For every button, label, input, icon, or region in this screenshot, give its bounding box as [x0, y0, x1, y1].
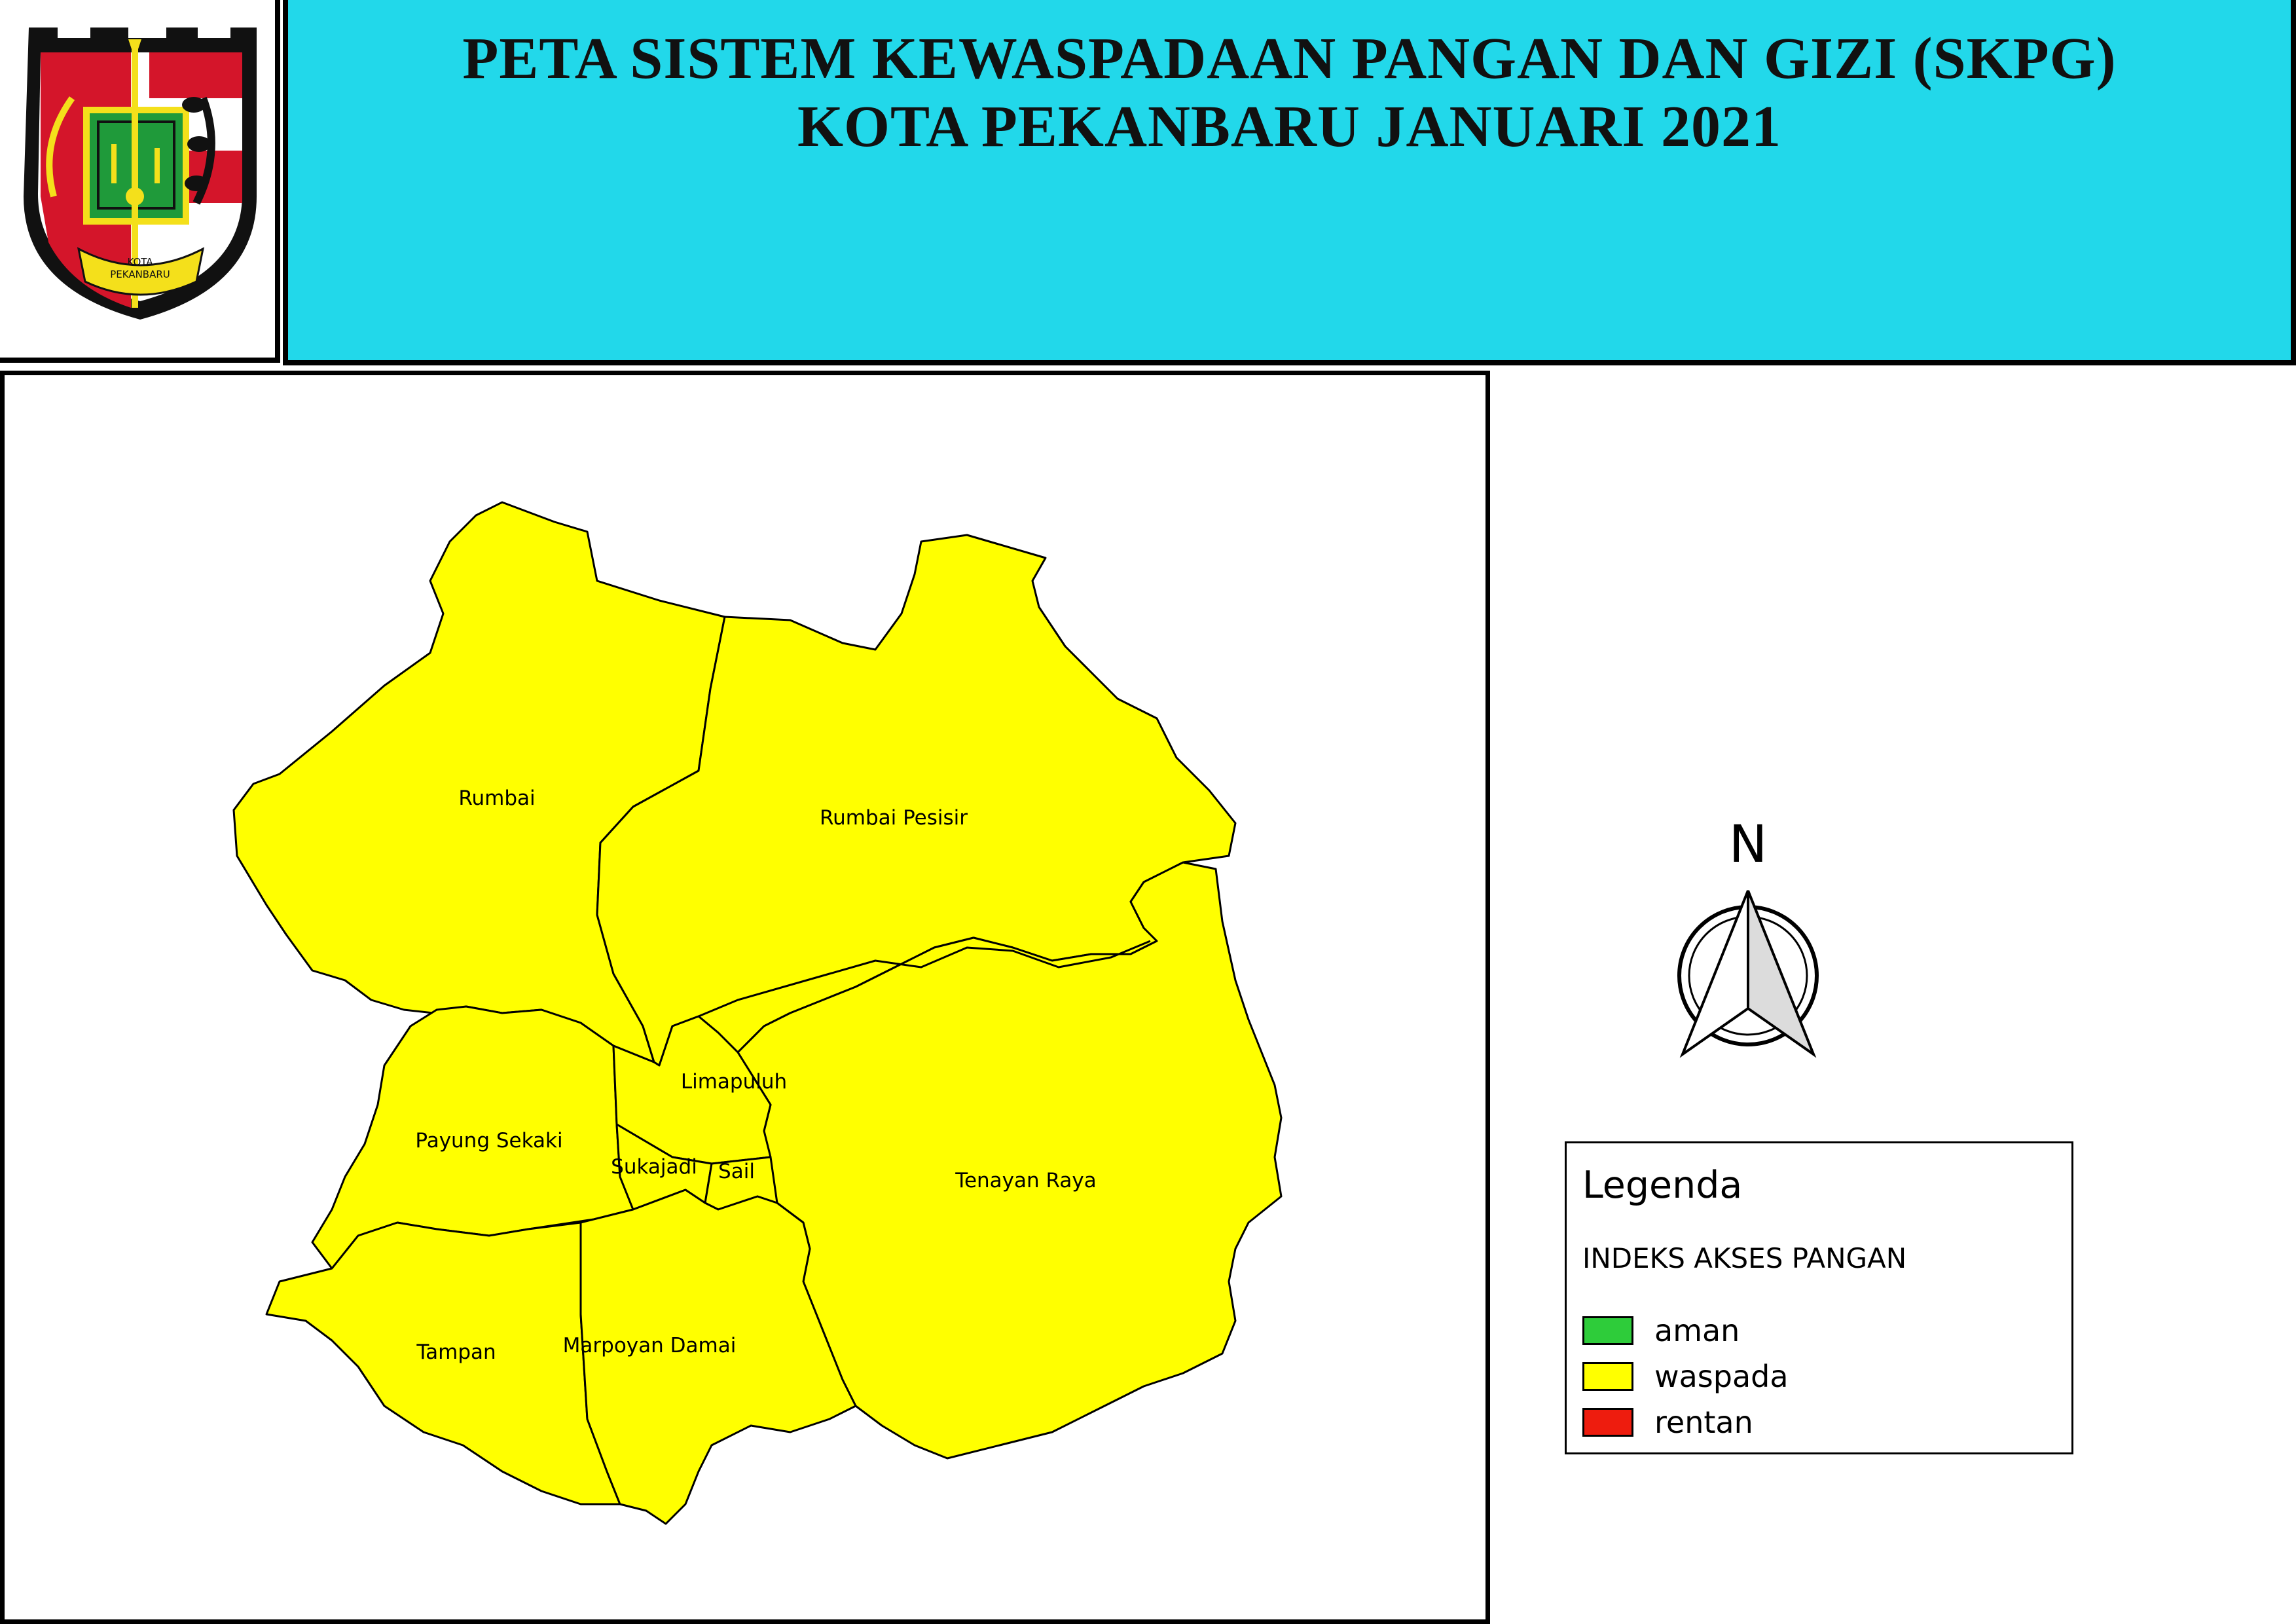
legend-label-waspada: waspada — [1654, 1359, 1789, 1394]
legend-label-rentan: rentan — [1654, 1405, 1753, 1440]
legend-swatch-aman — [1582, 1316, 1633, 1345]
label-payung-sekaki: Payung Sekaki — [415, 1129, 562, 1153]
north-arrow: N — [1663, 819, 1833, 1061]
title-banner: PETA SISTEM KEWASPADAAN PANGAN DAN GIZI … — [283, 0, 2296, 365]
north-letter: N — [1728, 815, 1768, 874]
legend-swatch-waspada — [1582, 1362, 1633, 1391]
label-sail: Sail — [718, 1160, 755, 1183]
district-tampan — [265, 1221, 621, 1505]
legend-swatch-rentan — [1582, 1408, 1633, 1437]
logo-text-line2: PEKANBARU — [110, 268, 170, 280]
legend-item-aman: aman — [1582, 1312, 2041, 1352]
label-tampan: Tampan — [416, 1340, 496, 1364]
map-legend: Legenda INDEKS AKSES PANGAN aman waspada… — [1565, 1141, 2073, 1454]
legend-item-rentan: rentan — [1582, 1404, 2041, 1443]
district-marpoyan-damai — [579, 1189, 857, 1525]
district-map: Rumbai Rumbai Pesisir Limapuluh Payung S… — [232, 501, 1283, 1525]
map-frame: Rumbai Rumbai Pesisir Limapuluh Payung S… — [0, 371, 1490, 1624]
label-marpoyan-damai: Marpoyan Damai — [563, 1334, 737, 1357]
compass-arrow-icon — [1677, 890, 1819, 1058]
label-tenayan-raya: Tenayan Raya — [955, 1169, 1096, 1192]
legend-label-aman: aman — [1654, 1313, 1740, 1348]
city-emblem-logo: KOTA PEKANBARU — [24, 28, 257, 320]
legend-subtitle: INDEKS AKSES PANGAN — [1582, 1242, 1907, 1274]
city-logo-box: KOTA PEKANBARU — [0, 0, 280, 363]
map-title-line2: KOTA PEKANBARU JANUARI 2021 — [797, 94, 1781, 159]
label-rumbai-pesisir: Rumbai Pesisir — [820, 806, 968, 830]
map-title-line1: PETA SISTEM KEWASPADAAN PANGAN DAN GIZI … — [462, 26, 2117, 91]
label-sukajadi: Sukajadi — [611, 1155, 697, 1179]
logo-text-line1: KOTA — [127, 256, 153, 268]
legend-title: Legenda — [1582, 1164, 1743, 1207]
label-rumbai: Rumbai — [458, 786, 535, 810]
legend-item-waspada: waspada — [1582, 1358, 2041, 1397]
label-limapuluh: Limapuluh — [681, 1070, 787, 1094]
river-line — [698, 940, 1151, 1018]
